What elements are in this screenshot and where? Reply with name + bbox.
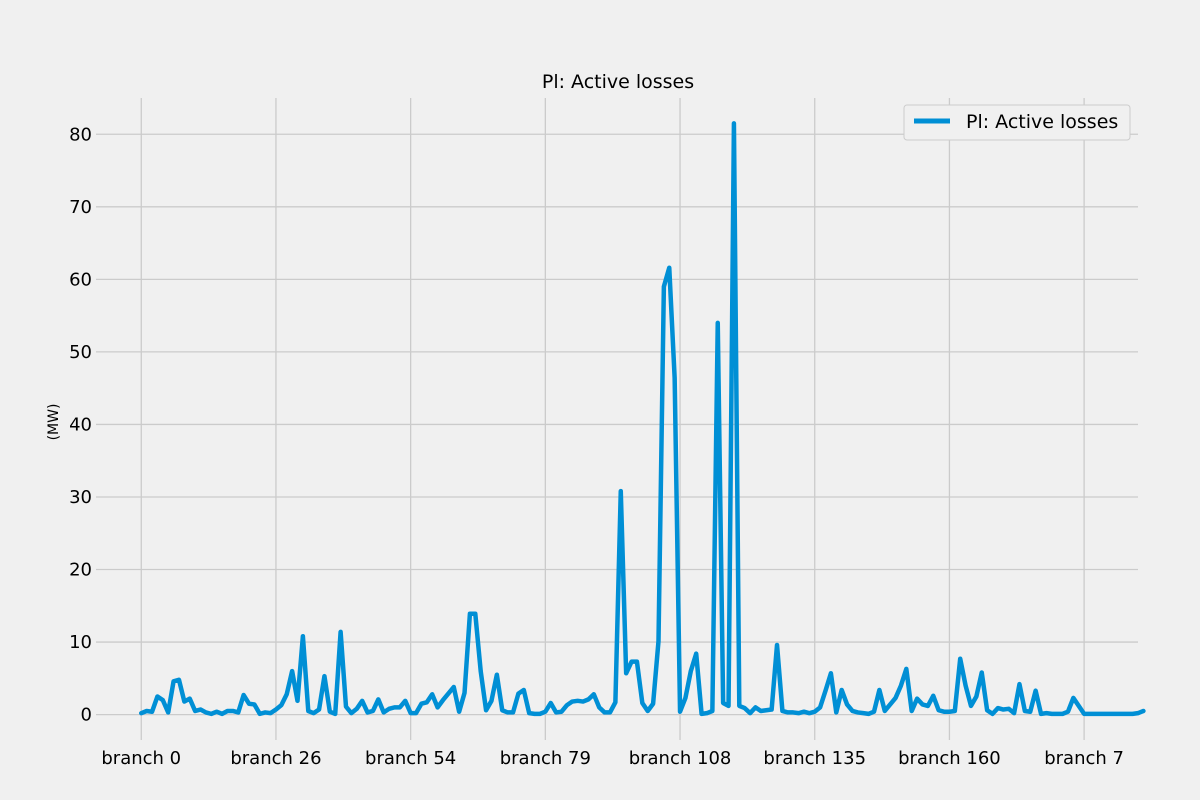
x-tick-label: branch 108 — [629, 748, 732, 769]
legend-box — [903, 104, 1131, 141]
y-tick-label: 20 — [69, 560, 92, 581]
legend-entry-label: Pl: Active losses — [966, 111, 1118, 133]
y-tick-label: 0 — [81, 705, 92, 726]
series-group — [139, 121, 1146, 717]
chart-title: Pl: Active losses — [542, 71, 694, 93]
y-tick-label: 50 — [69, 342, 92, 363]
y-tick-label: 10 — [69, 632, 92, 653]
x-tick-label: branch 135 — [763, 748, 866, 769]
x-tick-label: branch 79 — [500, 748, 591, 769]
x-axis-ticks: branch 0 branch 26 branch 54 branch 79 branc… — [101, 748, 1124, 769]
y-tick-label: 80 — [69, 124, 92, 145]
x-tick-label: branch 160 — [898, 748, 1001, 769]
y-axis-ticks: 0 10 20 30 40 50 60 70 80 — [69, 124, 92, 725]
x-tick-label: branch 26 — [230, 748, 321, 769]
x-tick-label: branch 7 — [1044, 748, 1124, 769]
y-tick-label: 30 — [69, 487, 92, 508]
legend: Pl: Active losses — [903, 104, 1131, 141]
x-tick-label: branch 0 — [101, 748, 181, 769]
y-axis-label: (MW) — [46, 404, 62, 441]
x-tick-label: branch 54 — [365, 748, 456, 769]
series-line — [139, 121, 1146, 717]
y-tick-label: 60 — [69, 269, 92, 290]
y-tick-label: 70 — [69, 197, 92, 218]
y-tick-label: 40 — [69, 414, 92, 435]
